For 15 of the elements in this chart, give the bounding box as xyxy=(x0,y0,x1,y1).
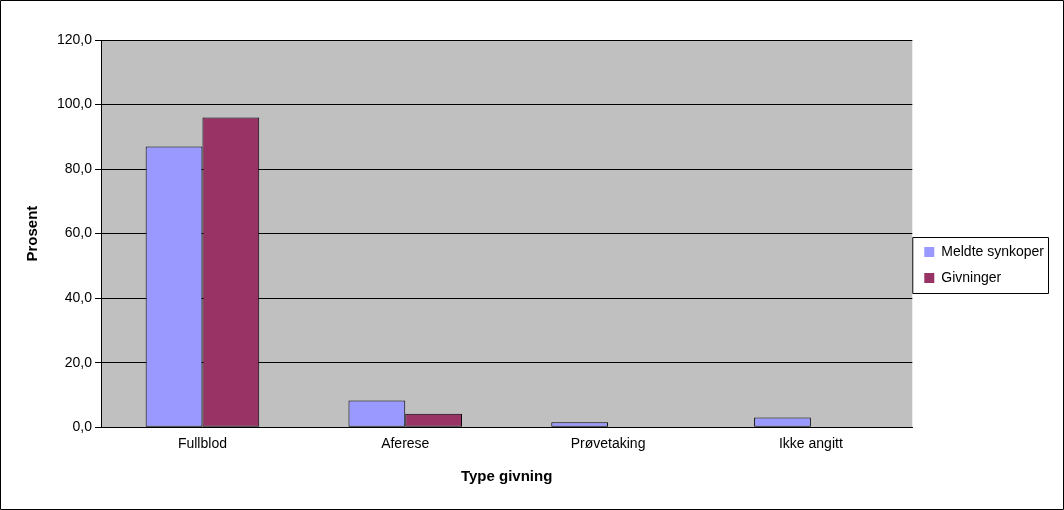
x-tick-label: Prøvetaking xyxy=(570,435,646,452)
y-tick-label: 100,0 xyxy=(56,95,93,112)
y-tick-label: 120,0 xyxy=(56,30,93,47)
legend-label: Givninger xyxy=(941,268,1002,285)
y-tick-label: 80,0 xyxy=(64,159,93,176)
y-axis-title: Prosent xyxy=(23,205,41,262)
y-tick-label: 20,0 xyxy=(64,353,93,370)
x-tick-label: Aferese xyxy=(381,435,430,452)
x-tick-label: Ikke angitt xyxy=(778,435,843,452)
legend-label: Meldte synkoper xyxy=(941,242,1045,259)
x-axis-title: Type givning xyxy=(460,467,553,485)
y-tick-label: 40,0 xyxy=(64,288,93,305)
x-tick-label: Fullblod xyxy=(177,435,227,452)
y-tick-label: 0,0 xyxy=(72,418,93,435)
y-tick-label: 60,0 xyxy=(64,224,93,241)
